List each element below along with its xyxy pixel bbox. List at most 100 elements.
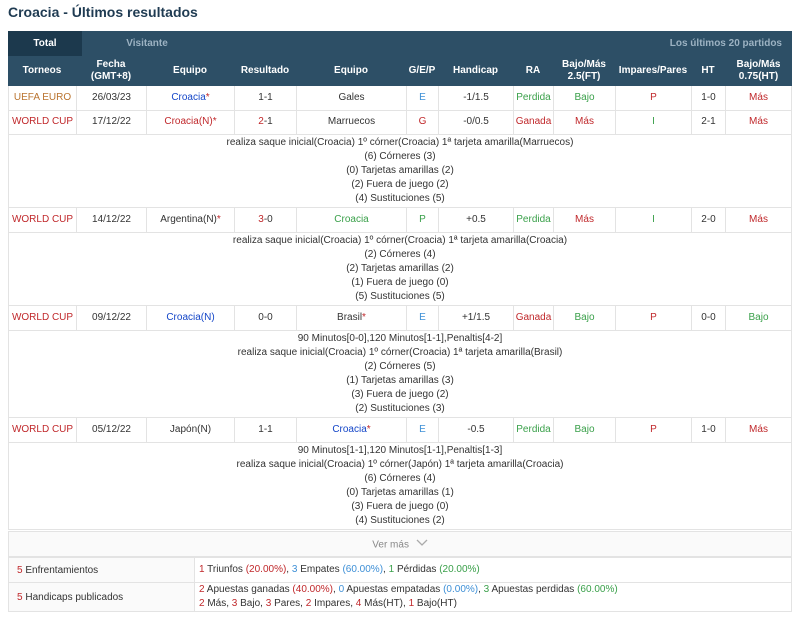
home-team[interactable]: Croacia(N) bbox=[147, 306, 235, 330]
match-row[interactable]: UEFA EURO 26/03/23 Croacia* 1-1 Gales E … bbox=[8, 86, 792, 111]
tab-bar: Total Visitante Los últimos 20 partidos bbox=[8, 31, 792, 56]
away-team[interactable]: Marruecos bbox=[297, 110, 407, 134]
header-fecha-line2: (GMT+8) bbox=[90, 71, 132, 82]
last-matches-label: Los últimos 20 partidos bbox=[669, 38, 782, 49]
score[interactable]: 0-0 bbox=[235, 306, 297, 330]
see-more-button[interactable]: Ver más bbox=[8, 531, 792, 557]
header-bajo-mas-line2: 2.5(FT) bbox=[567, 71, 601, 82]
bajo-count: 3 bbox=[231, 598, 238, 609]
draws-label: Empates bbox=[300, 564, 340, 575]
detail-line: 90 Minutos[1-1],120 Minutos[1-1],Penalti… bbox=[297, 445, 503, 456]
header-fecha-line1: Fecha bbox=[96, 59, 126, 70]
ra: Ganada bbox=[514, 110, 554, 134]
mas-ht-label: Más(HT), bbox=[364, 598, 406, 609]
bajo-mas: Más bbox=[554, 208, 616, 232]
bajo-label: Bajo, bbox=[240, 598, 263, 609]
detail-line: realiza saque inicial(Croacia) 1º córner… bbox=[226, 137, 574, 148]
handicap: +0.5 bbox=[439, 208, 514, 232]
summary-label: 5 Handicaps publicados bbox=[9, 583, 195, 611]
detail-line: (2) Sustituciones (3) bbox=[355, 403, 445, 414]
match-row[interactable]: WORLD CUP 17/12/22 Croacia(N)* 2-1 Marru… bbox=[8, 110, 792, 135]
mas-ht-count: 4 bbox=[355, 598, 362, 609]
away-team-name[interactable]: Gales bbox=[338, 92, 365, 103]
fecha: 26/03/23 bbox=[77, 86, 147, 110]
detail-line: realiza saque inicial(Croacia) 1º córner… bbox=[232, 235, 568, 246]
score[interactable]: 1-1 bbox=[235, 86, 297, 110]
away-team[interactable]: Croacia bbox=[297, 208, 407, 232]
torneo[interactable]: WORLD CUP bbox=[9, 110, 77, 134]
home-team-name[interactable]: Japón(N) bbox=[169, 424, 212, 435]
home-team[interactable]: Argentina(N)* bbox=[147, 208, 235, 232]
score[interactable]: 1-1 bbox=[235, 418, 297, 442]
summary-enfrentamientos: 5 Enfrentamientos 1 Triunfos (20.00%), 3… bbox=[8, 557, 792, 583]
score-rest: -1 bbox=[263, 116, 273, 127]
home-team-name[interactable]: Argentina(N) bbox=[160, 214, 217, 225]
score-home: 2 bbox=[258, 116, 264, 127]
summary-count: 5 bbox=[17, 564, 23, 576]
handicap: -0.5 bbox=[439, 418, 514, 442]
summary-values: 1 Triunfos (20.00%), 3 Empates (60.00%),… bbox=[199, 564, 480, 575]
away-team-name[interactable]: Croacia bbox=[334, 214, 369, 225]
header-torneos: Torneos bbox=[22, 65, 62, 76]
away-team[interactable]: Brasil* bbox=[297, 306, 407, 330]
home-team[interactable]: Croacia(N)* bbox=[147, 110, 235, 134]
torneo[interactable]: WORLD CUP bbox=[9, 208, 77, 232]
tab-visitor[interactable]: Visitante bbox=[126, 38, 168, 49]
wins-count: 1 bbox=[199, 564, 205, 575]
score[interactable]: 3-0 bbox=[235, 208, 297, 232]
detail-line: (3) Fuera de juego (0) bbox=[351, 501, 449, 512]
lost-pct: (60.00%) bbox=[577, 584, 618, 595]
gep: E bbox=[407, 418, 439, 442]
header-impares-pares: Impares/Pares bbox=[618, 65, 688, 76]
header-equipo-away: Equipo bbox=[334, 65, 368, 76]
detail-line: (1) Tarjetas amarillas (3) bbox=[346, 375, 454, 386]
match-row[interactable]: WORLD CUP 14/12/22 Argentina(N)* 3-0 Cro… bbox=[8, 208, 792, 233]
home-mark: * bbox=[216, 214, 221, 225]
detail-line: (3) Fuera de juego (2) bbox=[351, 389, 449, 400]
away-team-name[interactable]: Brasil bbox=[337, 312, 363, 323]
ht-score: 1-0 bbox=[692, 86, 726, 110]
home-team[interactable]: Japón(N) bbox=[147, 418, 235, 442]
bajo-mas-ht: Más bbox=[749, 116, 768, 127]
score-rest: -0 bbox=[263, 214, 273, 225]
fecha: 05/12/22 bbox=[77, 418, 147, 442]
away-team[interactable]: Gales bbox=[297, 86, 407, 110]
torneo[interactable]: WORLD CUP bbox=[9, 418, 77, 442]
losses-label: Pérdidas bbox=[396, 564, 437, 575]
header-equipo-home: Equipo bbox=[173, 65, 207, 76]
wins-pct: (20.00%) bbox=[245, 564, 287, 575]
match-details: 90 Minutos[1-1],120 Minutos[1-1],Penalti… bbox=[8, 442, 792, 530]
home-mark: * bbox=[205, 92, 210, 103]
match-row[interactable]: WORLD CUP 05/12/22 Japón(N) 1-1 Croacia*… bbox=[8, 418, 792, 443]
impares-pares: I bbox=[616, 110, 692, 134]
home-team-name[interactable]: Croacia(N) bbox=[164, 116, 213, 127]
bajo-ht-count: 1 bbox=[408, 598, 415, 609]
tab-total[interactable]: Total bbox=[8, 31, 82, 56]
away-team-name[interactable]: Marruecos bbox=[327, 116, 376, 127]
home-team-name[interactable]: Croacia bbox=[171, 92, 206, 103]
gep: P bbox=[407, 208, 439, 232]
away-team-name[interactable]: Croacia bbox=[332, 424, 367, 435]
score[interactable]: 2-1 bbox=[235, 110, 297, 134]
away-team[interactable]: Croacia* bbox=[297, 418, 407, 442]
torneo[interactable]: WORLD CUP bbox=[9, 306, 77, 330]
bajo-mas-ht: Más bbox=[749, 214, 768, 225]
detail-line: (4) Sustituciones (5) bbox=[355, 193, 445, 204]
header-bajo-mas-ht-line2: 0.75(HT) bbox=[738, 71, 779, 82]
home-team-name[interactable]: Croacia(N) bbox=[166, 312, 215, 323]
home-team[interactable]: Croacia* bbox=[147, 86, 235, 110]
header-fecha: Fecha (GMT+8) bbox=[76, 56, 146, 86]
match-row[interactable]: WORLD CUP 09/12/22 Croacia(N) 0-0 Brasil… bbox=[8, 306, 792, 331]
torneo[interactable]: UEFA EURO bbox=[9, 86, 77, 110]
summary-values: 2 Apuestas ganadas (40.00%), 0 Apuestas … bbox=[199, 584, 618, 609]
header-bajo-mas-ht: Bajo/Más 0.75(HT) bbox=[725, 56, 792, 86]
mas-count: 2 bbox=[199, 598, 205, 609]
detail-line: (4) Sustituciones (2) bbox=[355, 515, 445, 526]
header-resultado: Resultado bbox=[240, 65, 290, 76]
header-bajo-mas: Bajo/Más 2.5(FT) bbox=[553, 56, 615, 86]
header-bajo-mas-line1: Bajo/Más bbox=[562, 59, 606, 70]
detail-line: realiza saque inicial(Croacia) 1º córner… bbox=[237, 347, 563, 358]
detail-line: (6) Córneres (3) bbox=[364, 151, 436, 162]
won-count: 2 bbox=[199, 584, 205, 595]
impares-label: Impares, bbox=[314, 598, 353, 609]
